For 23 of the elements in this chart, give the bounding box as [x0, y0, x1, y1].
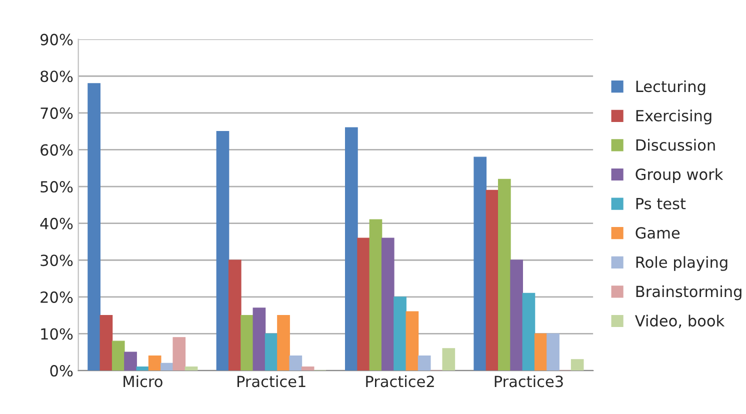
y-tick-label: 50% — [40, 180, 73, 193]
legend-label: Ps test — [636, 198, 686, 210]
legend-label: Game — [636, 227, 680, 239]
y-tick-label: 90% — [40, 34, 73, 46]
legend-label: Exercising — [636, 110, 712, 124]
legend-label: Role playing — [636, 256, 728, 271]
y-tick-label: 20% — [40, 291, 73, 303]
y-tick-label: 80% — [40, 70, 73, 82]
y-tick-label: 10% — [41, 328, 73, 340]
legend-label: Brainstorming — [636, 285, 742, 300]
y-tick-label: 70% — [40, 107, 73, 119]
legend-label: Group work — [636, 168, 724, 184]
y-tick-label: 30% — [40, 254, 73, 266]
y-tick-label: 60% — [40, 144, 73, 156]
y-tick-label: 40% — [40, 218, 73, 230]
x-tick-label: Practice2 — [366, 375, 434, 388]
legend-label: Video, book — [635, 314, 725, 328]
x-tick-label: Micro — [124, 375, 162, 388]
legend-label: Discussion — [636, 138, 715, 151]
x-tick-label: Practice1 — [237, 375, 306, 388]
x-tick-label: Practice3 — [494, 375, 563, 388]
y-tick-label: 0% — [50, 364, 73, 377]
legend-label: Lecturing — [636, 80, 706, 96]
